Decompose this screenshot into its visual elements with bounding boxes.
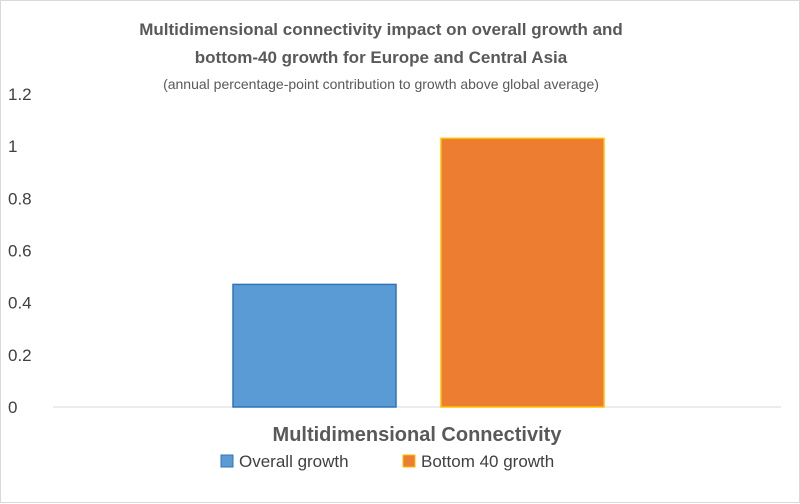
bar-bottom-40-growth [440,137,605,408]
x-category-label: Multidimensional Connectivity [273,424,563,446]
bars [232,137,605,408]
chart-subtitle: (annual percentage-point contribution to… [163,76,599,92]
y-tick-label: 1.2 [8,85,32,104]
legend-swatch-overall-growth [220,454,234,468]
chart-title-line-2: bottom-40 growth for Europe and Central … [195,48,568,67]
chart-title-line-1: Multidimensional connectivity impact on … [139,20,623,39]
legend-label-overall-growth: Overall growth [239,452,349,471]
y-tick-label: 1 [8,137,17,156]
legend: Overall growth Bottom 40 growth [220,452,554,471]
y-tick-label: 0.6 [8,242,32,261]
legend-label-bottom-40-growth: Bottom 40 growth [421,452,554,471]
bar-overall-growth [232,283,397,408]
y-axis-ticks: 0 0.2 0.4 0.6 0.8 1 1.2 [8,85,32,417]
y-tick-label: 0.8 [8,189,32,208]
y-tick-label: 0.2 [8,346,32,365]
y-tick-label: 0 [8,398,17,417]
legend-swatch-bottom-40-growth [402,454,416,468]
y-tick-label: 0.4 [8,294,32,313]
